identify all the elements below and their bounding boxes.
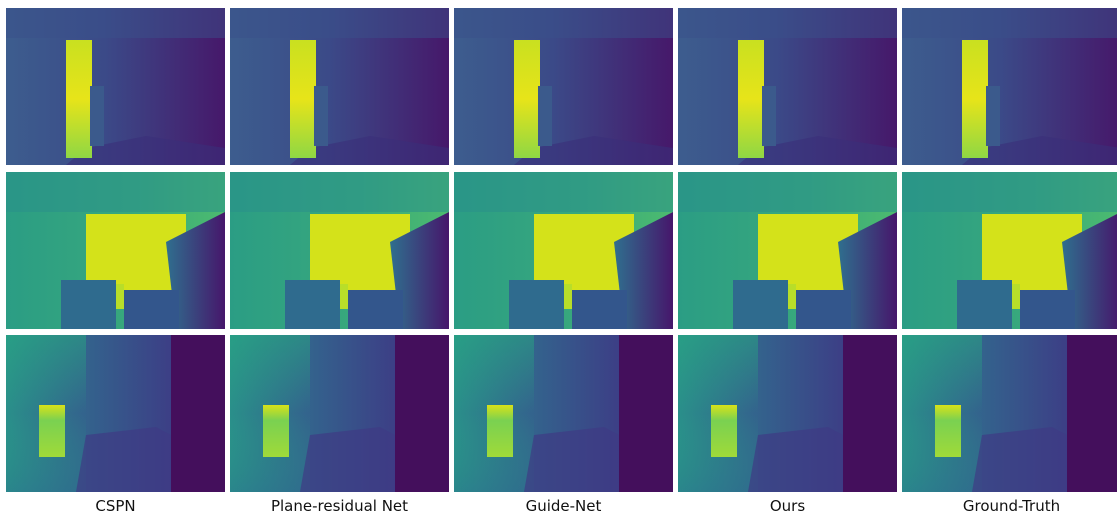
box-right: [796, 290, 851, 329]
depth-map: [678, 172, 897, 329]
depth-map: [230, 8, 449, 165]
ceiling: [230, 172, 449, 212]
door-frame: [538, 86, 552, 146]
depth-map: [230, 172, 449, 329]
gap-light: [1012, 284, 1020, 309]
ceiling: [902, 172, 1117, 212]
depth-map: [6, 8, 225, 165]
box-right: [124, 290, 179, 329]
far-wall: [1067, 335, 1117, 492]
depth-map: [678, 8, 897, 165]
depth-map: [230, 335, 449, 492]
doorway: [487, 405, 513, 457]
box-left: [957, 280, 1012, 329]
depth-map: [902, 172, 1117, 329]
box-right: [348, 290, 403, 329]
depth-map: [6, 335, 225, 492]
depth-map: [902, 335, 1117, 492]
door-frame: [986, 86, 1000, 146]
furniture: [76, 427, 171, 492]
ceiling: [678, 8, 897, 38]
depth-map: [6, 172, 225, 329]
ceiling: [454, 172, 673, 212]
doorway: [935, 405, 961, 457]
door: [66, 40, 92, 158]
gap-light: [564, 284, 572, 309]
door-frame: [762, 86, 776, 146]
column-label: Guide-Net: [526, 497, 602, 515]
gap-light: [788, 284, 796, 309]
column-label: Ground-Truth: [963, 497, 1060, 515]
door-frame: [314, 86, 328, 146]
depth-map: [454, 172, 673, 329]
ceiling: [230, 8, 449, 38]
door: [290, 40, 316, 158]
doorway: [39, 405, 65, 457]
box-left: [61, 280, 116, 329]
depth-map: [454, 335, 673, 492]
gap-light: [340, 284, 348, 309]
column-label: CSPN: [95, 497, 135, 515]
page: CSPN Plane-residual Net Guide-Net Ours Groun…: [0, 0, 1117, 516]
far-wall: [843, 335, 897, 492]
far-wall: [619, 335, 673, 492]
ceiling: [678, 172, 897, 212]
doorway: [263, 405, 289, 457]
depth-map: [678, 335, 897, 492]
box-left: [509, 280, 564, 329]
column-label: Ours: [770, 497, 805, 515]
figure: CSPN Plane-residual Net Guide-Net Ours Groun…: [0, 0, 1117, 516]
box-left: [285, 280, 340, 329]
column-label: Plane-residual Net: [271, 497, 408, 515]
depth-map: [902, 8, 1117, 165]
far-wall: [395, 335, 449, 492]
furniture: [524, 427, 619, 492]
box-left: [733, 280, 788, 329]
ceiling: [6, 8, 225, 38]
doorway: [711, 405, 737, 457]
far-wall: [171, 335, 225, 492]
ceiling: [902, 8, 1117, 38]
ceiling: [6, 172, 225, 212]
furniture: [972, 427, 1067, 492]
door: [962, 40, 988, 158]
door: [514, 40, 540, 158]
gap-light: [116, 284, 124, 309]
depth-map: [454, 8, 673, 165]
furniture: [300, 427, 395, 492]
door-frame: [90, 86, 104, 146]
box-right: [572, 290, 627, 329]
door: [738, 40, 764, 158]
ceiling: [454, 8, 673, 38]
box-right: [1020, 290, 1075, 329]
furniture: [748, 427, 843, 492]
